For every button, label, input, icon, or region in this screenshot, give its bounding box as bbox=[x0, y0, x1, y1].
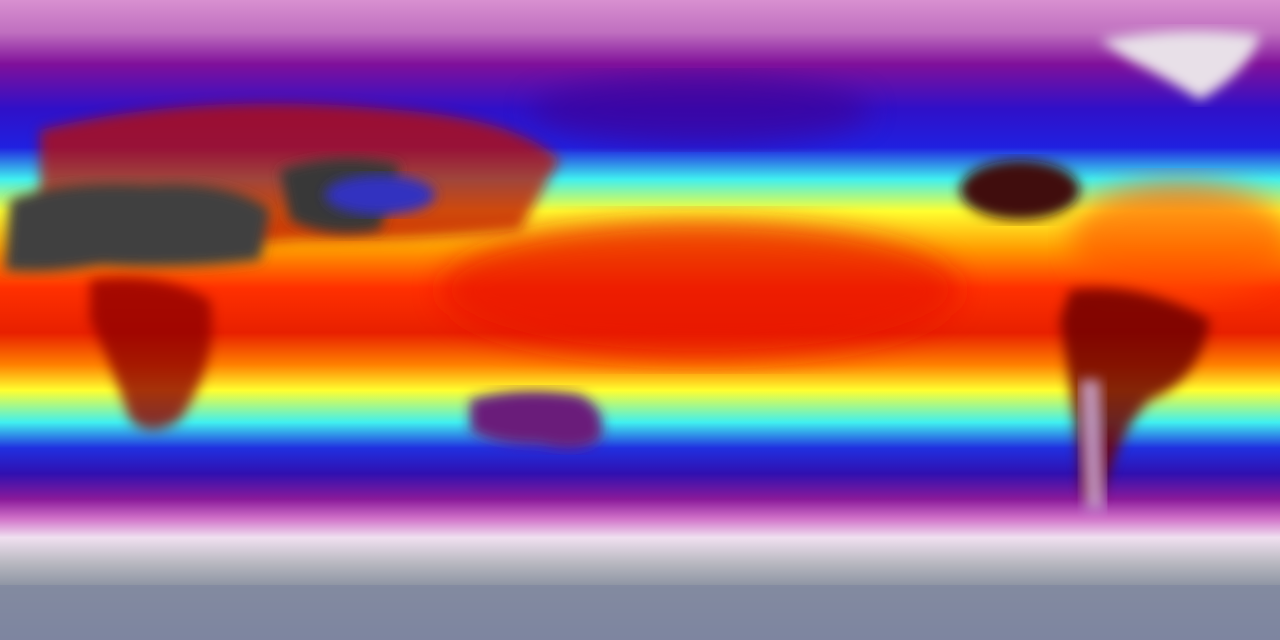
tibetan-plateau bbox=[325, 175, 435, 215]
antarctica bbox=[0, 585, 1280, 640]
southern-africa bbox=[90, 277, 212, 430]
atlantic-warm-region bbox=[1070, 180, 1280, 300]
sahara-desert bbox=[5, 184, 270, 272]
pacific-warm-pool bbox=[440, 220, 960, 360]
siberia-cold bbox=[530, 75, 870, 145]
greenland bbox=[1100, 31, 1260, 100]
australia bbox=[470, 391, 603, 449]
andes-cold bbox=[1080, 380, 1105, 510]
north-america-south bbox=[960, 160, 1080, 220]
